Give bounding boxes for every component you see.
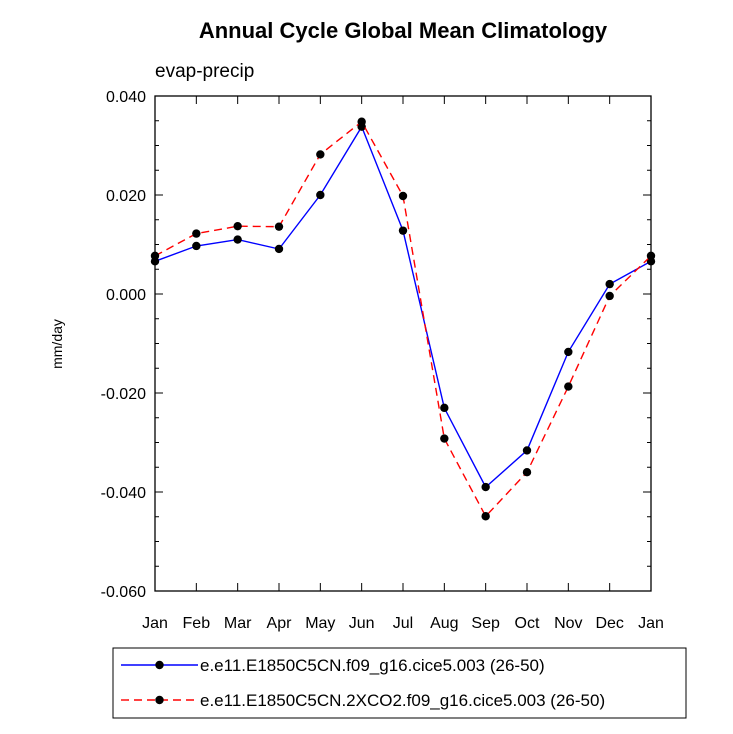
series-layer	[150, 117, 656, 521]
series-line-1	[154, 125, 652, 489]
data-point-series-1	[440, 403, 449, 413]
x-tick-label: Jul	[393, 615, 413, 632]
data-point-series-2	[150, 251, 160, 261]
x-tick-label: Feb	[183, 615, 211, 632]
x-tick-label: Mar	[224, 615, 252, 632]
y-tick-label: -0.060	[101, 584, 146, 601]
x-tick-label: Apr	[267, 615, 293, 632]
y-tick-label: 0.000	[106, 287, 146, 304]
data-point-series-2	[605, 291, 614, 301]
chart-title: Annual Cycle Global Mean Climatology	[199, 18, 608, 43]
data-point-series-1	[564, 347, 573, 357]
chart-subtitle: evap-precip	[155, 61, 254, 82]
data-point-series-2	[316, 150, 325, 159]
data-point-series-1	[316, 190, 325, 200]
data-point-series-2	[398, 191, 408, 201]
data-point-series-2	[192, 229, 201, 238]
y-tick-label: -0.040	[101, 485, 146, 502]
data-point-series-1	[398, 226, 408, 235]
x-tick-label: Jan	[142, 615, 168, 632]
legend-box	[112, 647, 687, 719]
y-tick-label: -0.020	[101, 386, 146, 403]
data-point-series-1	[605, 279, 614, 289]
data-point-series-2	[522, 468, 532, 477]
y-tick-label: 0.040	[106, 89, 146, 106]
legend-label-1: e.e11.E1850C5CN.f09_g16.cice5.003 (26-50…	[200, 656, 545, 675]
data-point-series-2	[481, 512, 490, 521]
data-point-series-2	[564, 382, 573, 391]
x-tick-label: Dec	[595, 615, 623, 632]
data-point-series-2	[440, 434, 449, 443]
legend-marker-2	[155, 695, 164, 705]
x-tick-label: Aug	[430, 615, 458, 632]
data-point-series-2	[357, 117, 366, 126]
legend: e.e11.E1850C5CN.f09_g16.cice5.003 (26-50…	[112, 647, 687, 719]
y-axis-label: mm/day	[49, 319, 65, 369]
x-tick-label: Jan	[638, 615, 664, 632]
y-tick-label: 0.020	[106, 188, 146, 205]
x-tick-label: Sep	[471, 615, 500, 632]
data-point-series-1	[274, 244, 284, 254]
data-point-series-1	[192, 241, 201, 251]
data-point-series-1	[522, 446, 532, 455]
x-tick-label: Jun	[349, 615, 375, 632]
data-point-series-1	[233, 235, 242, 244]
plot-axes: -0.060 -0.040 -0.020 0.000 0.020 0.040 Jan Feb M…	[101, 89, 664, 632]
plot-frame	[154, 95, 652, 592]
series-line-2	[154, 120, 652, 518]
legend-label-2: e.e11.E1850C5CN.2XCO2.f09_g16.cice5.003 …	[200, 691, 605, 710]
x-tick-label: May	[305, 615, 335, 632]
legend-marker-1	[155, 660, 164, 670]
x-tick-label: Oct	[515, 615, 540, 632]
data-point-series-2	[646, 251, 656, 261]
data-point-series-2	[274, 222, 284, 231]
x-tick-label: Nov	[554, 615, 582, 632]
data-point-series-2	[233, 221, 242, 231]
data-point-series-1	[481, 482, 490, 492]
